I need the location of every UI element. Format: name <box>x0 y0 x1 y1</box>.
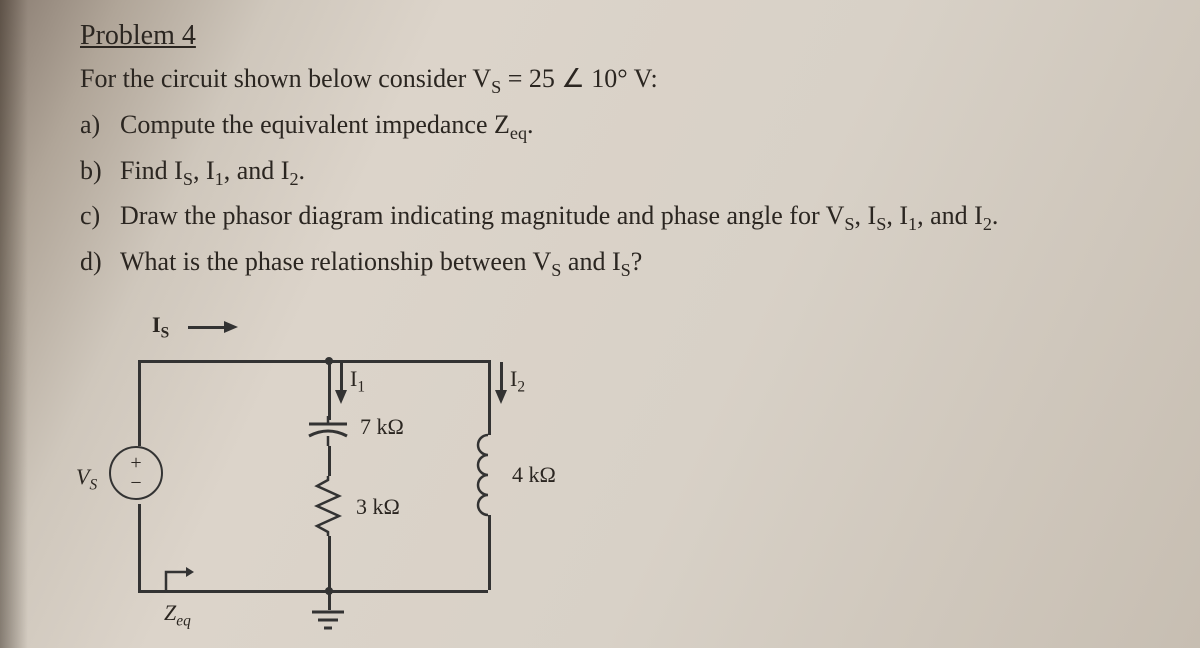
is-label: IS <box>152 312 169 338</box>
wire-src-top <box>138 360 141 446</box>
i2-label: I2 <box>510 366 525 392</box>
wire-b2-1 <box>488 360 491 435</box>
wire-src-bot <box>138 504 141 590</box>
capacitor-7k <box>303 416 353 446</box>
part-a-text: Compute the equivalent impedance Zeq. <box>120 104 534 146</box>
ground-icon <box>308 610 348 632</box>
part-d-label: d) <box>80 241 106 283</box>
part-d: d) What is the phase relationship betwee… <box>80 241 1140 283</box>
wire-b1-3 <box>328 536 331 590</box>
wire-b2-2 <box>488 515 491 590</box>
source-plus: + <box>130 453 141 473</box>
node-bot-b1 <box>325 587 333 595</box>
i1-label: I1 <box>350 366 365 392</box>
cap-7k-label: 7 kΩ <box>360 414 404 440</box>
intro-vs-sub: S <box>491 77 501 97</box>
i1-arrow-head <box>335 390 347 404</box>
zeq-bracket-icon <box>164 564 194 594</box>
zeq-label: Zeq <box>164 600 191 626</box>
intro-rest: = 25 ∠ 10° V: <box>501 64 657 93</box>
problem-title: Problem 4 <box>80 20 1140 52</box>
part-c-label: c) <box>80 195 106 237</box>
part-b: b) Find IS, I1, and I2. <box>80 150 1140 192</box>
part-b-label: b) <box>80 150 106 192</box>
voltage-source: + − <box>109 446 163 500</box>
is-arrow-head <box>224 321 238 333</box>
ind-4k-label: 4 kΩ <box>512 462 556 488</box>
node-top-b1 <box>325 357 333 365</box>
source-minus: − <box>130 473 141 493</box>
res-3k-label: 3 kΩ <box>356 494 400 520</box>
part-c-text: Draw the phasor diagram indicating magni… <box>120 195 998 237</box>
resistor-3k <box>313 476 343 536</box>
problem-parts: a) Compute the equivalent impedance Zeq.… <box>80 104 1140 282</box>
wire-b1-2 <box>328 446 331 476</box>
i2-arrow-shaft <box>500 362 503 390</box>
i1-arrow-shaft <box>340 362 343 390</box>
part-a: a) Compute the equivalent impedance Zeq. <box>80 104 1140 146</box>
is-arrow-shaft <box>188 326 224 329</box>
part-d-text: What is the phase relationship between V… <box>120 241 642 283</box>
part-a-label: a) <box>80 104 106 146</box>
problem-intro: For the circuit shown below consider VS … <box>80 64 1140 94</box>
intro-prefix: For the circuit shown below consider V <box>80 64 491 93</box>
i2-arrow-head <box>495 390 507 404</box>
wire-b1-1 <box>328 360 331 420</box>
circuit-diagram: + − VS IS I1 7 kΩ 3 kΩ <box>88 310 608 640</box>
vs-label: VS <box>76 464 97 490</box>
part-c: c) Draw the phasor diagram indicating ma… <box>80 195 1140 237</box>
problem-page: Problem 4 For the circuit shown below co… <box>10 0 1190 648</box>
inductor-4k <box>476 435 500 515</box>
part-b-text: Find IS, I1, and I2. <box>120 150 305 192</box>
wire-top <box>138 360 488 363</box>
